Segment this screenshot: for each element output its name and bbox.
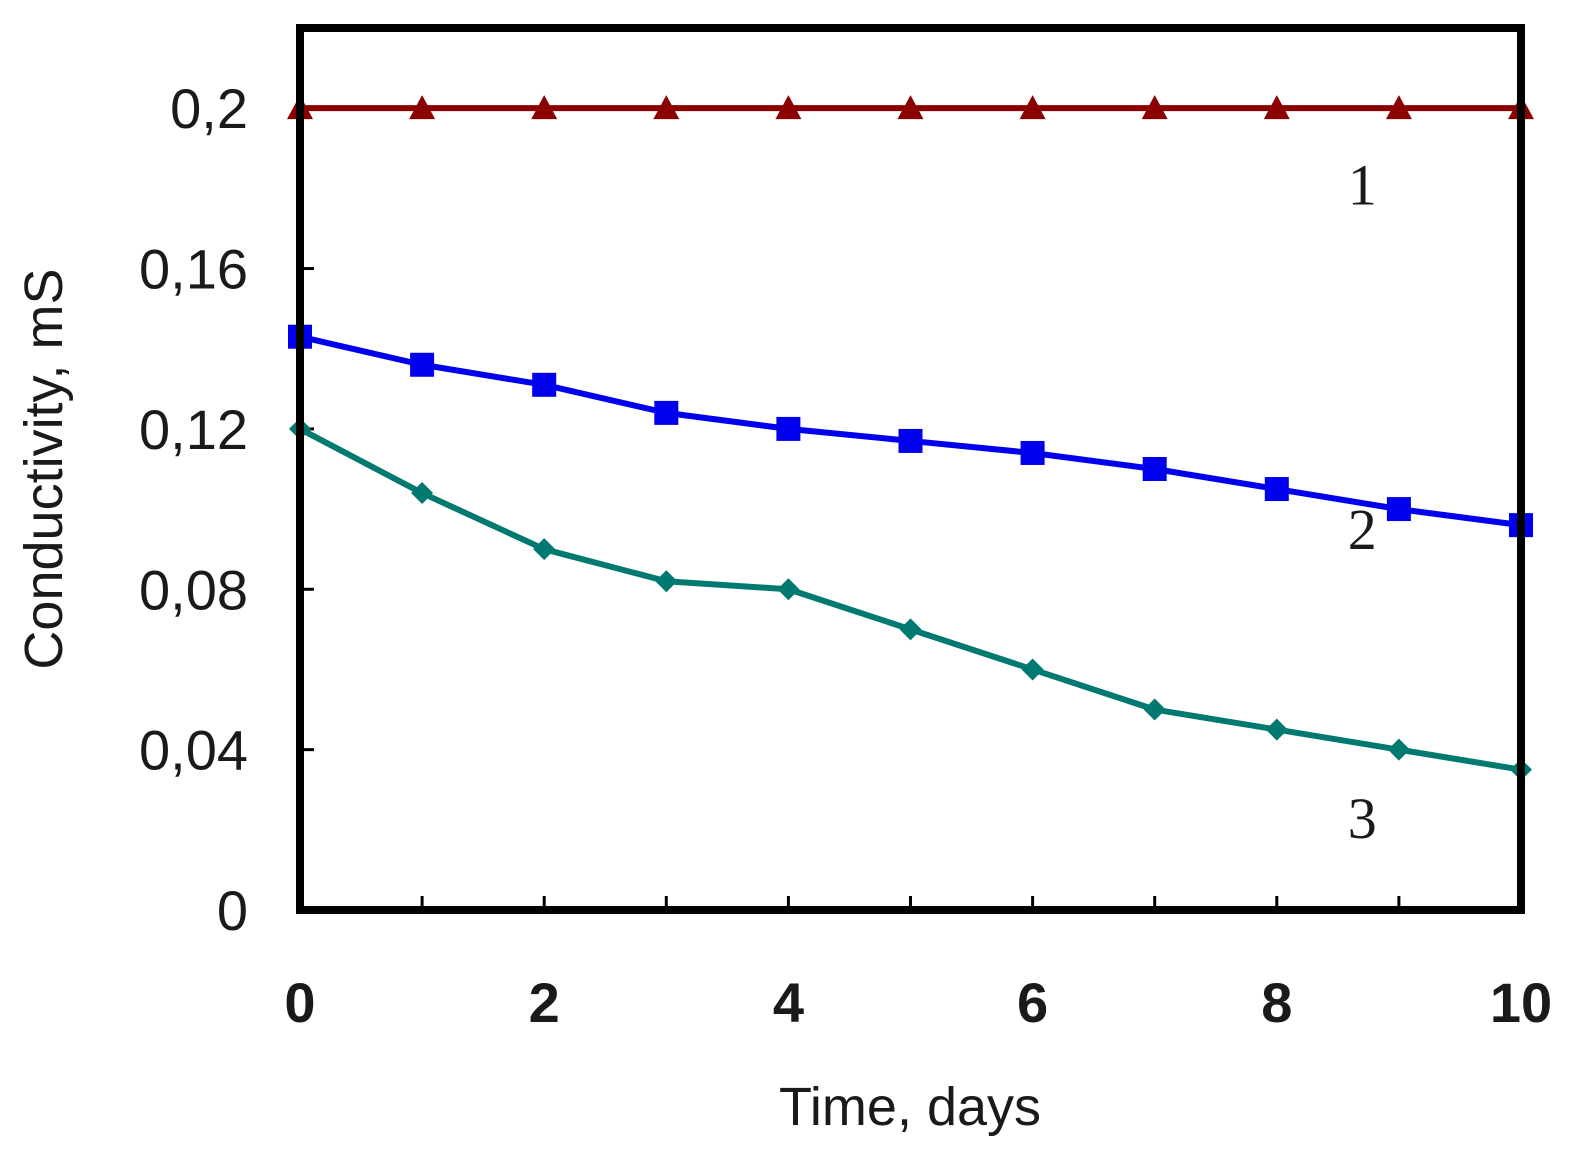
data-point-triangle (653, 95, 680, 120)
data-point-triangle (775, 95, 802, 120)
y-tick-label: 0 (217, 879, 248, 942)
data-point-triangle (1019, 95, 1046, 120)
x-tick-label: 6 (1017, 971, 1048, 1034)
data-point-triangle (409, 95, 436, 120)
data-point-triangle (1141, 95, 1168, 120)
data-point-square (898, 428, 923, 453)
data-point-triangle (531, 95, 558, 120)
series-layer (287, 95, 1534, 781)
x-tick-label: 10 (1490, 971, 1552, 1034)
y-axis-label: Conductivity, mS (14, 268, 74, 669)
curve-label-2: 2 (1348, 497, 1377, 562)
y-tick-label: 0,16 (139, 238, 248, 301)
y-tick-label: 0,04 (139, 719, 248, 782)
data-point-square (1142, 457, 1167, 481)
x-tick-label: 4 (773, 971, 804, 1034)
data-point-square (410, 352, 435, 377)
data-point-diamond (411, 482, 434, 505)
data-point-square (776, 416, 801, 441)
data-point-triangle (897, 95, 924, 120)
data-point-square (654, 400, 679, 425)
x-tick-label: 0 (284, 971, 315, 1034)
series-line-3 (298, 426, 1522, 773)
series-2 (288, 324, 1533, 538)
curve-label-1: 1 (1348, 152, 1377, 217)
data-point-diamond (777, 578, 800, 601)
data-point-diamond (1143, 698, 1166, 721)
data-point-triangle (1263, 95, 1290, 120)
series-1 (287, 95, 1534, 120)
curve-label-3: 3 (1348, 786, 1377, 851)
data-point-diamond (1021, 658, 1044, 681)
data-point-square (1264, 477, 1289, 502)
data-point-square (532, 372, 557, 397)
data-point-diamond (899, 618, 922, 641)
x-axis-label: Time, days (779, 1077, 1041, 1137)
data-point-diamond (1387, 738, 1410, 761)
data-point-square (1386, 497, 1411, 522)
y-tick-label: 0,12 (139, 398, 248, 461)
data-point-diamond (1265, 718, 1288, 741)
x-tick-label: 8 (1261, 971, 1292, 1034)
data-point-triangle (1385, 95, 1412, 120)
axis-ticks (298, 106, 1523, 912)
y-tick-label: 0,2 (170, 77, 248, 140)
x-tick-label: 2 (529, 971, 560, 1034)
plot-frame (296, 24, 1525, 914)
y-tick-label: 0,08 (139, 558, 248, 621)
data-point-square (1020, 440, 1045, 465)
series-3 (289, 417, 1532, 781)
data-point-diamond (655, 570, 678, 593)
data-point-diamond (533, 538, 556, 561)
